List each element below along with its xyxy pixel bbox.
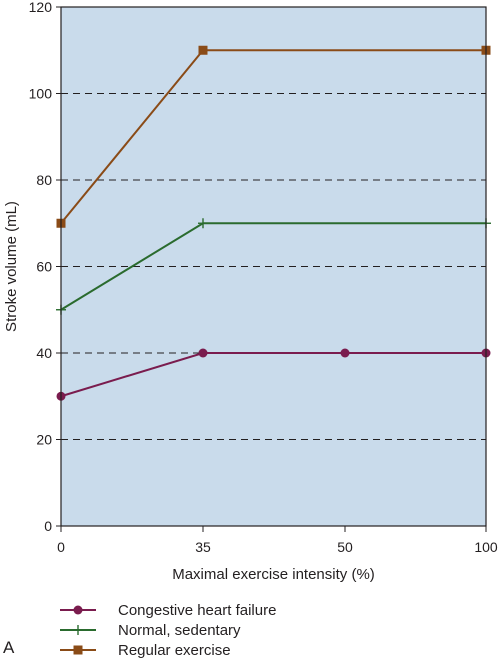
y-tick-label: 80 [36,172,52,188]
plot-frame [60,6,487,527]
x-tick-label: 0 [57,539,65,555]
line-chart: 0 20 40 60 80 100 120 0 35 50 100 Maximal exercis… [3,0,498,583]
legend-label: Normal, sedentary [118,621,241,639]
y-axis-ticks: 0 20 40 60 80 100 120 [29,0,61,534]
y-tick-label: 120 [29,0,53,15]
x-axis-ticks: 0 35 50 100 [57,526,498,555]
legend-label: Congestive heart failure [118,601,277,619]
legend-marker [73,605,83,615]
legend-marker [73,645,83,655]
legend-label: Regular exercise [118,641,231,659]
legend: Congestive heart failure Normal, sedentar… [60,600,276,660]
y-tick-label: 60 [36,259,52,275]
y-tick-label: 0 [44,518,52,534]
y-tick-label: 40 [36,345,52,361]
legend-swatch [60,625,96,635]
legend-marker [73,625,83,635]
x-axis-label: Maximal exercise intensity (%) [172,566,375,583]
x-tick-label: 50 [337,539,353,555]
y-tick-label: 20 [36,432,52,448]
legend-item: Regular exercise [60,640,276,660]
series-line [60,352,486,398]
legend-item: Congestive heart failure [60,600,276,620]
data-point [340,348,350,358]
legend-swatch [60,605,96,615]
y-axis-label: Stroke volume (mL) [3,201,20,332]
data-point [198,348,208,358]
series-group [56,45,491,401]
data-point [198,45,208,55]
x-tick-label: 100 [474,539,498,555]
legend-item: Normal, sedentary [60,620,276,640]
panel-label: A [3,638,15,657]
x-tick-label: 35 [195,539,211,555]
data-point [198,218,208,229]
legend-swatch [60,645,96,655]
y-tick-label: 100 [29,86,53,102]
